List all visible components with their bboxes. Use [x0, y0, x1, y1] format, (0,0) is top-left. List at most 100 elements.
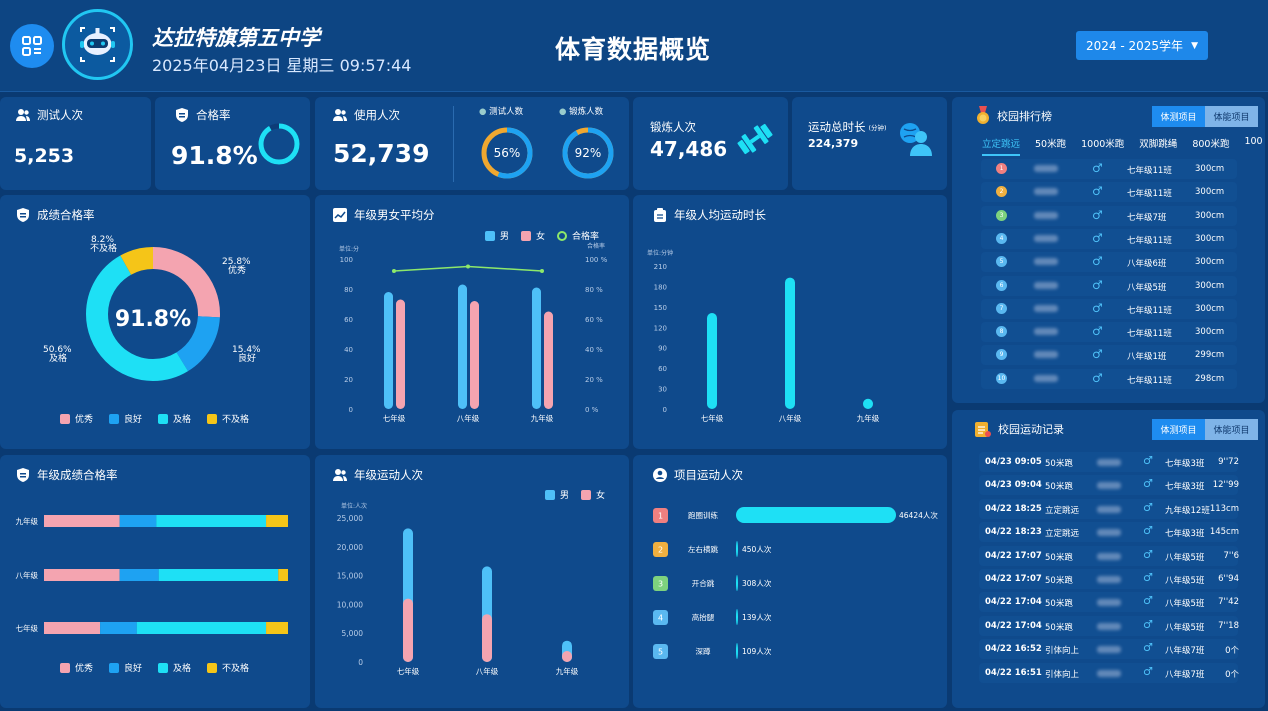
- grade-duration-panel: 年级人均运动时长 单位:分钟 210 180 150 120 90 60 30 0 七年级 八年级…: [633, 195, 947, 449]
- legend-good: 良好: [124, 664, 143, 674]
- grade-sport-title: 年级运动人次: [354, 468, 423, 482]
- male-icon: ♂: [1092, 277, 1103, 292]
- project-bar: [736, 507, 896, 523]
- project-rank-number: 3: [658, 580, 663, 589]
- dur-x-tick: 七年级: [701, 413, 724, 423]
- sport-y-tick: 15,000: [337, 572, 363, 581]
- record-row: 04/22 18:25 立定跳远 ♂ 九年级12班 113cm: [979, 498, 1239, 519]
- test-count-card: 测试人次 5,253: [0, 97, 151, 190]
- record-time: 04/22 17:04: [985, 597, 1042, 608]
- records-title: 校园运动记录: [998, 423, 1064, 436]
- label-good-name: 良好: [238, 352, 256, 364]
- record-time: 04/22 18:25: [985, 503, 1042, 514]
- avg-x-tick: 八年级: [457, 413, 480, 423]
- project-name: 高抬腿: [692, 612, 715, 622]
- page-title: 体育数据概览: [555, 35, 712, 64]
- project-rank-badge: [653, 508, 668, 523]
- legend-male: 男: [500, 232, 510, 242]
- avg-bar-male: [458, 284, 467, 409]
- subtab-jump-rope[interactable]: 双脚跳绳: [1139, 139, 1178, 150]
- legend-excellent: 优秀: [75, 664, 94, 674]
- record-row: 04/22 16:51 引体向上 ♂ 八年级7班 0个: [979, 662, 1239, 683]
- sport-y-tick: 20,000: [337, 543, 363, 552]
- menu-grid-icon[interactable]: [10, 24, 54, 68]
- subtab-800m[interactable]: 800米跑: [1192, 139, 1230, 150]
- male-icon: ♂: [1092, 184, 1103, 199]
- subtab-standing-jump[interactable]: 立定跳远: [982, 136, 1021, 156]
- tab-records-test[interactable]: 体测项目: [1152, 419, 1205, 440]
- grade-sport-chart: 单位:人次 25,000 20,000 15,000 10,000 5,000 0 七年级 八…: [337, 502, 579, 676]
- project-name: 深蹲: [696, 646, 711, 656]
- rank-row: 7 ♂ 七年级11班 300cm: [981, 298, 1237, 319]
- current-datetime: 2025年04月23日 星期三 09:57:44: [152, 56, 412, 75]
- record-class: 九年级12班: [1165, 505, 1210, 516]
- project-title: 项目运动人次: [674, 468, 743, 482]
- tab-records-ability[interactable]: 体能项目: [1205, 419, 1258, 440]
- student-name-blurred: [1097, 599, 1121, 607]
- record-class: 八年级5班: [1165, 576, 1205, 586]
- record-row: 04/22 17:07 50米跑 ♂ 八年级5班 6''94: [979, 569, 1239, 589]
- record-row: 04/22 17:04 50米跑 ♂ 八年级5班 7''18: [979, 615, 1239, 636]
- record-time: 04/22 17:04: [985, 620, 1042, 631]
- dur-y-tick: 150: [654, 304, 667, 312]
- sport-x-tick: 七年级: [397, 666, 420, 676]
- record-value: 0个: [1225, 646, 1239, 657]
- grade-avg-title: 年级男女平均分: [354, 208, 435, 222]
- project-rank-badge: [653, 610, 668, 625]
- record-project: 50米跑: [1045, 576, 1073, 586]
- record-row: 04/23 09:04 50米跑 ♂ 七年级3班 12''99: [979, 475, 1239, 496]
- avg-bar-female: [544, 311, 553, 409]
- record-project: 50米跑: [1045, 552, 1073, 563]
- rank-class: 七年级11班: [1127, 166, 1172, 176]
- project-bar: [736, 575, 738, 591]
- record-value: 7''18: [1218, 620, 1239, 631]
- score-pass-donut: 25.8% 优秀 15.4% 良好 50.6% 及格 8.2% 不及格 91.8…: [43, 235, 261, 381]
- duration-unit: (分钟): [868, 124, 887, 132]
- dur-y-tick: 180: [654, 283, 667, 291]
- school-name: 达拉特旗第五中学: [152, 26, 320, 50]
- sport-x-tick: 九年级: [556, 666, 579, 676]
- avg-y-tick: 100: [340, 256, 353, 264]
- legend-male: 男: [560, 491, 570, 501]
- grade-pass-segment: [266, 515, 288, 527]
- exercise-people-label: 锻炼人数: [569, 107, 604, 117]
- record-class: 八年级7班: [1165, 646, 1205, 657]
- person-badge-icon: [653, 468, 667, 482]
- test-people-pct: 56%: [494, 146, 521, 160]
- year-select[interactable]: 2024 - 2025学年 ▼: [1076, 31, 1208, 60]
- legend-pass: 及格: [173, 415, 192, 425]
- tab-fitness-ability[interactable]: 体能项目: [1205, 106, 1258, 127]
- rank-class: 八年级5班: [1127, 282, 1167, 293]
- record-value: 0个: [1225, 669, 1239, 680]
- avg-x-tick: 九年级: [531, 413, 554, 423]
- grade-pass-segment: [278, 569, 288, 581]
- legend-excellent: 优秀: [75, 415, 94, 425]
- subtab-100m[interactable]: 100: [1244, 136, 1262, 147]
- grade-duration-title: 年级人均运动时长: [674, 208, 766, 222]
- project-bar: [736, 609, 738, 625]
- notepad-icon: [975, 422, 991, 437]
- label-fail-pct: 8.2%: [91, 235, 114, 245]
- label-pass-name: 及格: [49, 352, 67, 364]
- sport-y-tick: 10,000: [337, 600, 363, 609]
- medal-icon: [977, 106, 989, 124]
- avg-y-tick: 60: [344, 316, 353, 324]
- duration-unit-label: 单位:分钟: [647, 249, 673, 257]
- avg-y2-tick: 40 %: [585, 346, 603, 354]
- project-bar: [736, 643, 738, 659]
- subtab-50m[interactable]: 50米跑: [1035, 139, 1067, 150]
- record-value: 12''99: [1212, 480, 1239, 491]
- avg-y2-tick: 0 %: [585, 406, 599, 414]
- score-pass-center: 91.8%: [115, 307, 191, 332]
- grade-sport-legend: 男 女: [545, 488, 605, 501]
- student-name-blurred: [1034, 165, 1058, 172]
- student-name-blurred: [1097, 505, 1121, 513]
- subtab-1000m[interactable]: 1000米跑: [1081, 139, 1125, 150]
- record-project: 立定跳远: [1045, 505, 1080, 516]
- sport-bar-female: [562, 651, 572, 662]
- avg-right-unit: 合格率: [587, 242, 605, 250]
- record-class: 七年级3班: [1165, 529, 1205, 540]
- tab-fitness-test[interactable]: 体测项目: [1152, 106, 1205, 127]
- project-value: 450人次: [742, 544, 772, 554]
